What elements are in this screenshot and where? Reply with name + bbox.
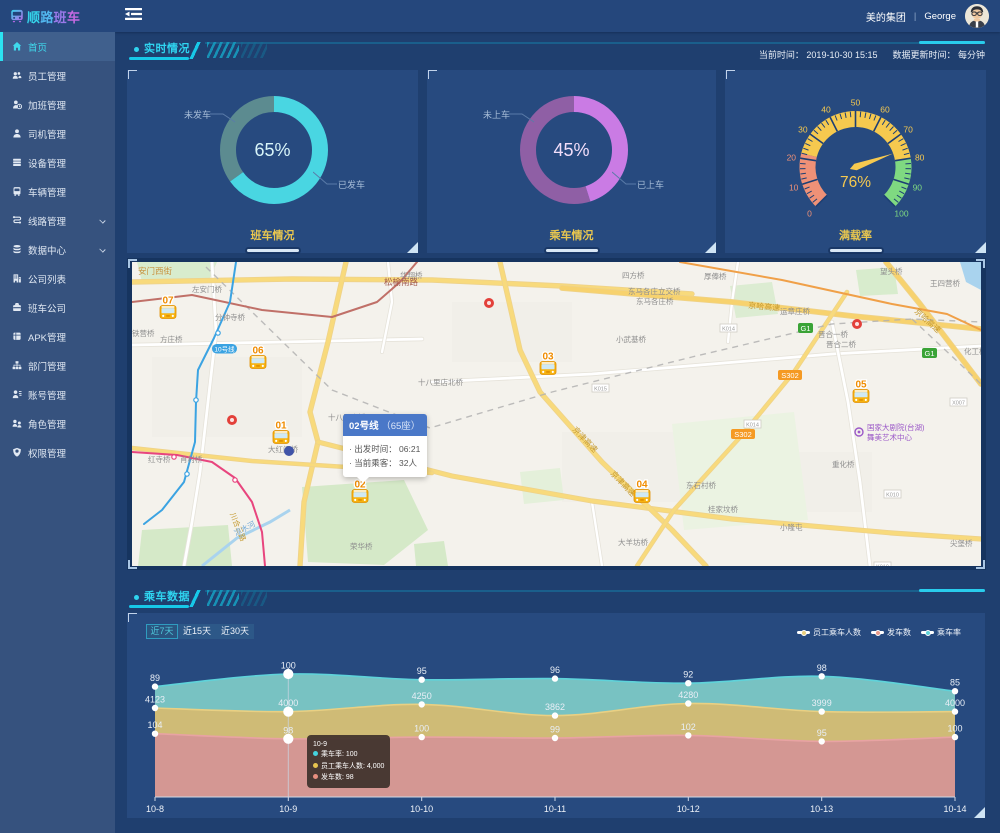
svg-text:90: 90 [913, 183, 923, 193]
svg-text:东马各庄桥: 东马各庄桥 [636, 296, 674, 306]
svg-text:3999: 3999 [812, 698, 832, 708]
svg-text:07: 07 [162, 296, 174, 307]
svg-text:方庄桥: 方庄桥 [160, 334, 183, 344]
svg-text:大红门桥: 大红门桥 [268, 444, 298, 454]
svg-text:G1: G1 [800, 324, 810, 333]
svg-text:S302: S302 [781, 371, 799, 380]
svg-text:松榆南路: 松榆南路 [384, 277, 419, 287]
svg-text:10-13: 10-13 [810, 804, 833, 814]
svg-text:舞美艺术中心: 舞美艺术中心 [867, 432, 912, 442]
svg-text:03: 03 [542, 352, 554, 363]
svg-text:晋合二桥: 晋合二桥 [826, 339, 856, 349]
svg-text:K010: K010 [886, 493, 899, 499]
svg-text:20: 20 [787, 152, 797, 162]
svg-text:102: 102 [681, 722, 696, 732]
svg-text:安门西街: 安门西街 [138, 266, 173, 276]
svg-text:50: 50 [851, 98, 861, 108]
svg-text:89: 89 [150, 673, 160, 683]
svg-text:104: 104 [147, 720, 162, 730]
svg-text:K015: K015 [594, 387, 607, 393]
svg-text:4000: 4000 [278, 698, 298, 708]
svg-text:06: 06 [252, 346, 264, 357]
svg-text:X007: X007 [952, 401, 965, 407]
svg-text:重化桥: 重化桥 [832, 459, 855, 469]
svg-text:98: 98 [283, 725, 293, 735]
svg-text:东马各庄立交桥: 东马各庄立交桥 [628, 286, 681, 296]
svg-text:10-11: 10-11 [544, 804, 566, 814]
svg-text:荣华桥: 荣华桥 [350, 541, 373, 551]
svg-text:晋合一桥: 晋合一桥 [818, 329, 848, 339]
svg-text:S302: S302 [734, 430, 752, 439]
svg-text:十八里店北桥: 十八里店北桥 [418, 377, 463, 387]
svg-text:10-10: 10-10 [410, 804, 433, 814]
svg-text:厚俸桥: 厚俸桥 [704, 271, 727, 281]
svg-text:10-14: 10-14 [943, 804, 966, 814]
svg-text:望头桥: 望头桥 [880, 266, 903, 276]
svg-text:100: 100 [894, 209, 908, 219]
svg-text:10: 10 [789, 183, 799, 193]
svg-text:85: 85 [950, 678, 960, 688]
svg-text:4250: 4250 [412, 691, 432, 701]
svg-text:小隆屯: 小隆屯 [780, 522, 803, 532]
svg-text:95: 95 [817, 728, 827, 738]
svg-text:运章庄桥: 运章庄桥 [780, 306, 810, 316]
svg-text:左安门桥: 左安门桥 [192, 284, 222, 294]
svg-text:76%: 76% [840, 174, 871, 191]
svg-text:04: 04 [636, 480, 648, 491]
svg-text:05: 05 [855, 380, 867, 391]
svg-text:01: 01 [275, 421, 287, 432]
svg-text:G1: G1 [924, 349, 934, 358]
svg-text:京哈高速: 京哈高速 [748, 300, 781, 313]
svg-text:99: 99 [550, 725, 560, 735]
svg-text:10-8: 10-8 [146, 804, 164, 814]
svg-text:华翔桥: 华翔桥 [400, 270, 423, 280]
svg-text:10-9: 10-9 [279, 804, 297, 814]
svg-text:K014: K014 [722, 327, 735, 333]
svg-text:98: 98 [817, 663, 827, 673]
svg-text:100: 100 [947, 724, 962, 734]
svg-text:红寺桥: 红寺桥 [148, 454, 171, 464]
svg-text:肖村桥: 肖村桥 [180, 454, 203, 464]
svg-text:桂家坟桥: 桂家坟桥 [708, 504, 738, 514]
svg-text:40: 40 [821, 105, 831, 115]
svg-text:四方桥: 四方桥 [622, 270, 645, 280]
svg-text:30: 30 [798, 124, 808, 134]
svg-text:铁营桥: 铁营桥 [132, 328, 155, 338]
svg-text:4000: 4000 [945, 698, 965, 708]
svg-text:王四营桥: 王四营桥 [930, 278, 960, 288]
svg-text:小武基桥: 小武基桥 [616, 334, 646, 344]
svg-text:0: 0 [807, 209, 812, 219]
svg-text:80: 80 [915, 152, 925, 162]
svg-text:70: 70 [903, 124, 913, 134]
svg-text:100: 100 [414, 724, 429, 734]
svg-text:K019: K019 [876, 565, 889, 567]
svg-text:东石村桥: 东石村桥 [686, 480, 716, 490]
svg-text:大羊坊桥: 大羊坊桥 [618, 537, 648, 547]
svg-text:国家大剧院(台湖): 国家大剧院(台湖) [867, 422, 925, 432]
svg-text:化工桥: 化工桥 [964, 346, 981, 356]
svg-text:分钟寺桥: 分钟寺桥 [215, 312, 245, 322]
svg-text:100: 100 [281, 661, 296, 671]
svg-text:尖堡桥: 尖堡桥 [950, 538, 973, 548]
svg-text:60: 60 [880, 105, 890, 115]
svg-text:3862: 3862 [545, 702, 565, 712]
svg-text:4280: 4280 [678, 690, 698, 700]
svg-text:10-12: 10-12 [677, 804, 700, 814]
svg-text:96: 96 [550, 665, 560, 675]
svg-text:92: 92 [683, 670, 693, 680]
svg-text:K014: K014 [746, 423, 759, 429]
svg-text:4123: 4123 [145, 695, 165, 705]
svg-text:10号线: 10号线 [214, 345, 235, 354]
svg-text:95: 95 [417, 666, 427, 676]
